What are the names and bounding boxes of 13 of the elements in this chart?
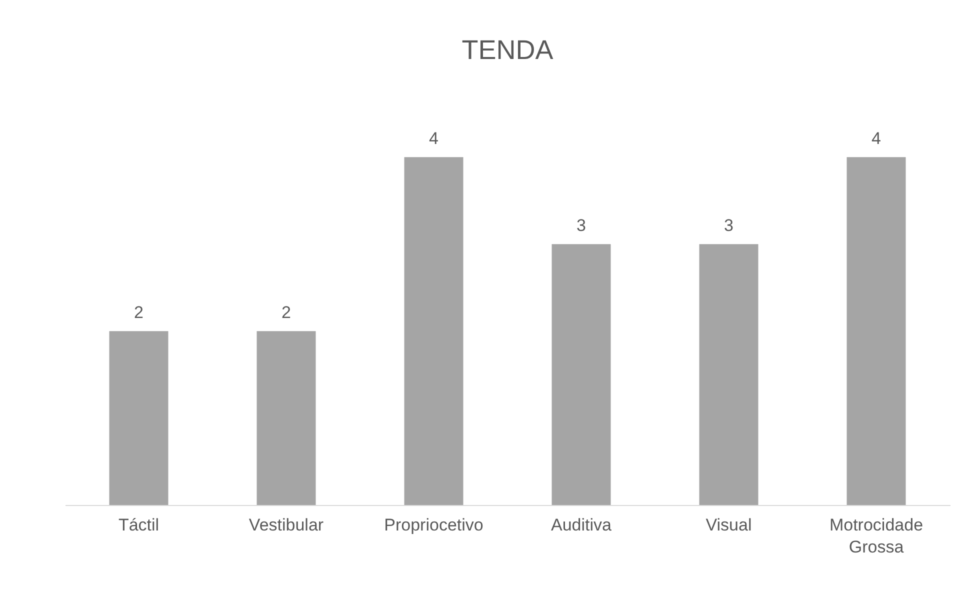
data-label: 3 — [724, 216, 734, 236]
x-tick-label: Vestibular — [248, 516, 324, 534]
chart-title: TENDA — [462, 35, 554, 65]
data-label: 4 — [872, 129, 881, 148]
data-label: 2 — [282, 303, 291, 322]
x-tick-label: Auditiva — [551, 516, 612, 534]
data-label: 3 — [576, 216, 586, 236]
x-tick-label: Táctil — [118, 516, 160, 534]
x-tick-label: Motrocidade Grossa — [829, 516, 924, 556]
x-tick-label: Propriocetivo — [384, 516, 484, 534]
data-label: 2 — [134, 303, 144, 322]
data-label: 4 — [429, 129, 438, 148]
x-tick-label: Visual — [706, 516, 752, 534]
